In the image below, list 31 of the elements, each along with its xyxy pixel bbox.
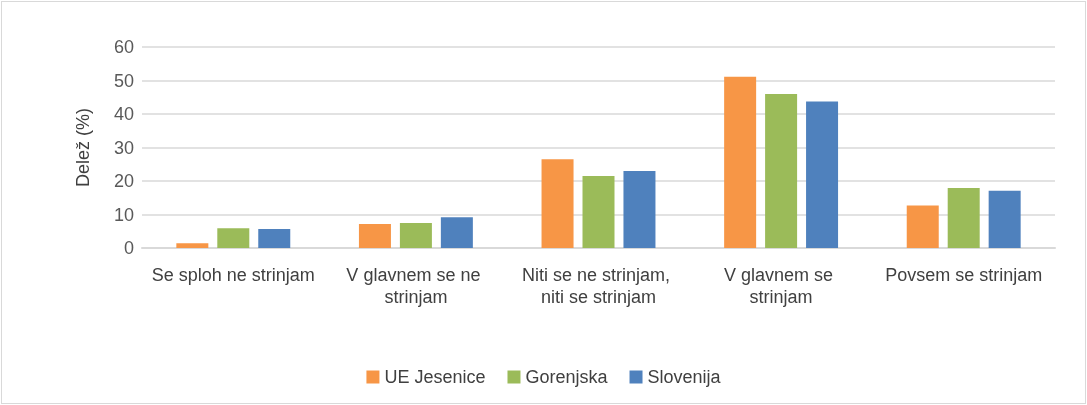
x-tick-label: Niti se ne strinjam, niti se strinjam bbox=[521, 265, 676, 307]
legend-label: Slovenija bbox=[647, 367, 722, 387]
bar bbox=[765, 93, 798, 248]
legend-label: Gorenjska bbox=[525, 367, 609, 387]
y-tick-label: 10 bbox=[113, 204, 134, 225]
bar bbox=[906, 205, 939, 248]
bar bbox=[176, 243, 209, 248]
y-axis-title: Delež (%) bbox=[73, 107, 93, 188]
legend-label: UE Jesenice bbox=[384, 367, 486, 387]
bar bbox=[947, 188, 980, 248]
y-tick-label: 50 bbox=[113, 70, 134, 91]
bar bbox=[399, 222, 432, 248]
bar bbox=[988, 190, 1021, 248]
x-tick-label: V glavnem se strinjam bbox=[724, 265, 839, 307]
x-tick-label: V glavnem se ne strinjam bbox=[346, 265, 486, 307]
bar bbox=[440, 217, 473, 248]
bar bbox=[724, 76, 757, 248]
bar bbox=[258, 228, 291, 248]
y-tick-label: 0 bbox=[123, 238, 134, 258]
bar bbox=[541, 159, 574, 248]
bar bbox=[358, 223, 391, 248]
y-tick-label: 40 bbox=[113, 104, 134, 124]
bar bbox=[623, 170, 656, 248]
bar bbox=[582, 175, 615, 248]
x-tick-label: Povsem se strinjam bbox=[885, 265, 1043, 285]
bar bbox=[217, 228, 250, 248]
x-tick-label: Se sploh ne strinjam bbox=[151, 265, 315, 285]
bar bbox=[806, 101, 839, 248]
y-tick-label: 60 bbox=[113, 37, 134, 57]
y-tick-label: 20 bbox=[113, 171, 134, 191]
y-tick-label: 30 bbox=[113, 137, 134, 158]
